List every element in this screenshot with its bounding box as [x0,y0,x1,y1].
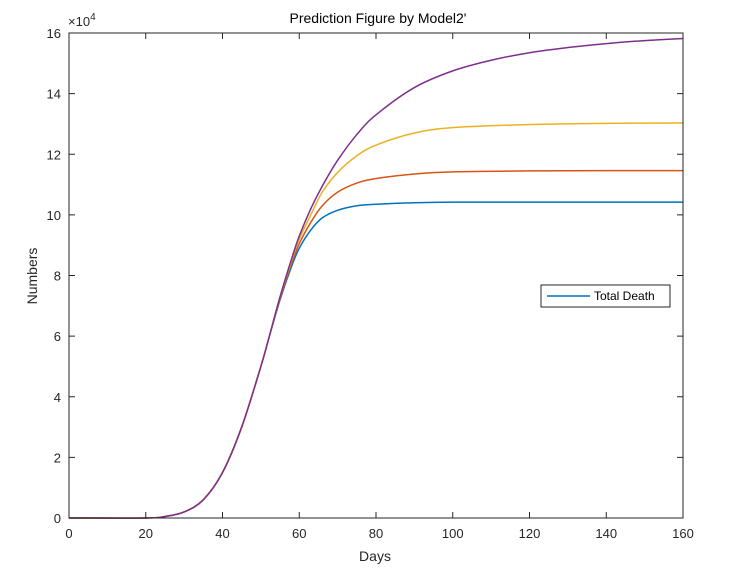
y-tick-label: 14 [47,87,61,102]
y-tick-label: 2 [54,450,61,465]
y-tick-label: 16 [47,26,61,41]
series-line-4 [68,37,684,519]
x-ticks: 0 20 40 60 80 100 120 140 160 [65,33,694,541]
x-tick-label: 160 [672,526,694,541]
y-tick-label: 0 [54,511,61,526]
y-exponent-label: ×104 [68,12,96,29]
x-tick-label: 20 [139,526,153,541]
legend-label-total-death: Total Death [594,289,655,303]
x-tick-label: 100 [442,526,464,541]
legend-box [540,284,671,308]
plot-lines [68,37,684,519]
y-exponent-base: ×10 [68,14,90,29]
y-axis-label: Numbers [24,248,40,305]
x-tick-label: 60 [292,526,306,541]
x-axis-label: Days [359,548,391,564]
y-tick-label: 8 [54,269,61,284]
y-tick-label: 12 [47,147,61,162]
axes [68,32,684,519]
y-tick-label: 10 [47,208,61,223]
y-ticks: 0 2 4 6 8 10 12 14 16 [47,26,683,526]
x-tick-label: 120 [519,526,541,541]
chart-title: Prediction Figure by Model2' [290,10,467,26]
series-line-2 [68,169,684,519]
series-line-1 [68,201,683,519]
x-tick-label: 40 [215,526,229,541]
y-exponent-power: 4 [90,12,96,23]
legend: Total Death [540,284,671,308]
y-tick-label: 4 [54,390,61,405]
x-tick-label: 140 [595,526,617,541]
plot-area-border [68,32,684,519]
y-tick-label: 6 [54,329,61,344]
x-tick-label: 80 [369,526,383,541]
x-tick-label: 0 [65,526,72,541]
series-line-3 [68,122,684,519]
